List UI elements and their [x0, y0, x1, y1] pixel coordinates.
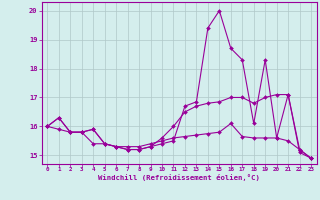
X-axis label: Windchill (Refroidissement éolien,°C): Windchill (Refroidissement éolien,°C) [98, 174, 260, 181]
